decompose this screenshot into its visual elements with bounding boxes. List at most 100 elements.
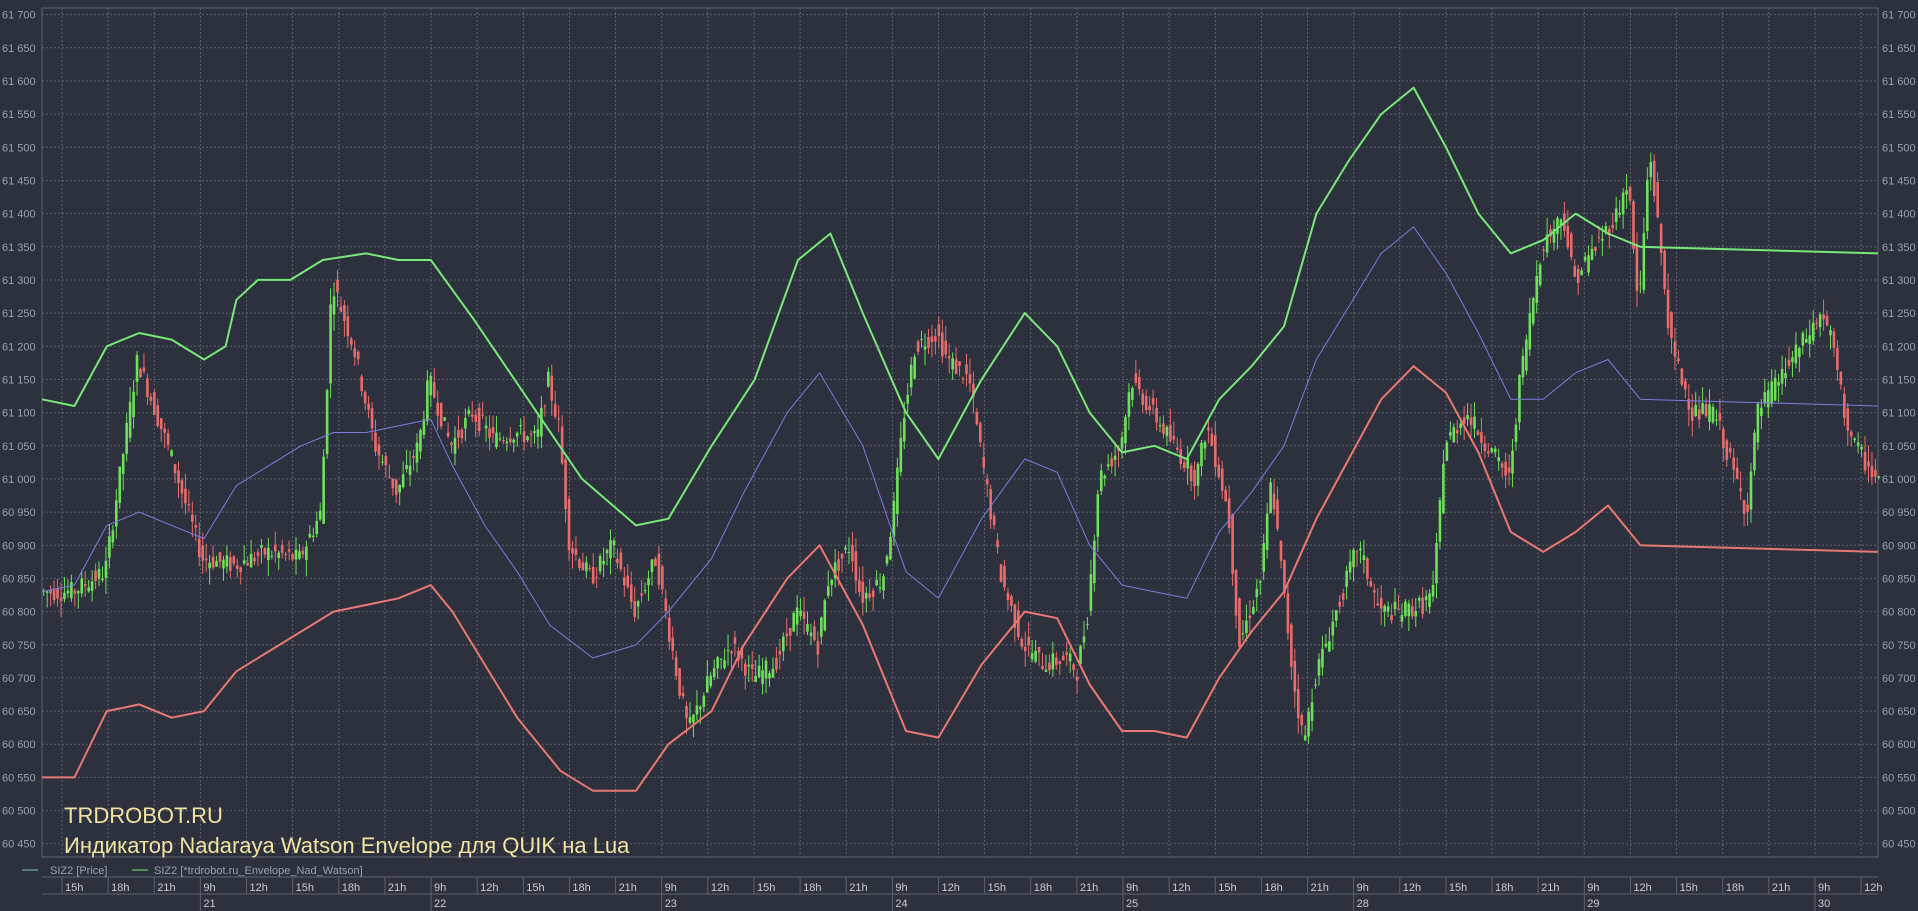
candle-down bbox=[142, 367, 146, 372]
candle-down bbox=[813, 626, 816, 641]
y-tick-left: 60 850 bbox=[2, 573, 36, 585]
candle-down bbox=[1372, 590, 1376, 593]
candle-down bbox=[1666, 289, 1670, 328]
candle-down bbox=[1341, 593, 1345, 600]
candle-up bbox=[1328, 641, 1331, 652]
bands-layer bbox=[41, 86, 1879, 792]
candle-down bbox=[391, 478, 395, 489]
y-tick-right: 60 800 bbox=[1882, 607, 1916, 619]
candle-down bbox=[550, 375, 554, 401]
day-label: 21 bbox=[203, 898, 215, 910]
candle-up bbox=[87, 587, 90, 592]
candle-up bbox=[1051, 653, 1055, 670]
candle-up bbox=[315, 520, 319, 534]
candle-down bbox=[619, 552, 623, 570]
candle-up bbox=[118, 466, 122, 503]
candle-up bbox=[878, 587, 882, 589]
candle-up bbox=[1442, 463, 1445, 514]
candle-up bbox=[115, 500, 118, 527]
candle-up bbox=[70, 582, 73, 599]
candle-up bbox=[1521, 356, 1525, 378]
candle-down bbox=[1846, 408, 1850, 431]
candle-up bbox=[1552, 228, 1556, 243]
y-tick-right: 60 450 bbox=[1882, 839, 1916, 851]
candle-down bbox=[350, 338, 353, 345]
candle-up bbox=[242, 560, 246, 564]
candles-layer bbox=[42, 152, 1881, 744]
candle-up bbox=[1417, 597, 1421, 601]
candle-down bbox=[934, 336, 937, 342]
hour-label: 15h bbox=[1218, 882, 1236, 894]
candle-down bbox=[1573, 265, 1577, 277]
day-label: 24 bbox=[895, 898, 907, 910]
candle-down bbox=[1684, 380, 1687, 390]
day-label: 22 bbox=[434, 898, 446, 910]
candle-up bbox=[906, 394, 910, 404]
candle-up bbox=[90, 581, 94, 591]
candle-up bbox=[1386, 606, 1390, 612]
band-lower-line bbox=[42, 365, 1879, 792]
candle-down bbox=[591, 567, 595, 584]
candle-up bbox=[830, 579, 833, 586]
candle-down bbox=[457, 430, 460, 438]
candle-down bbox=[52, 588, 56, 601]
candle-down bbox=[1061, 655, 1065, 661]
candle-up bbox=[419, 429, 422, 452]
legend-label-price: SIZ2 [Price] bbox=[50, 865, 107, 877]
candle-down bbox=[633, 600, 637, 617]
y-tick-left: 60 650 bbox=[2, 706, 36, 718]
hour-label: 9h bbox=[1587, 882, 1599, 894]
hour-label: 18h bbox=[1726, 882, 1744, 894]
y-tick-left: 60 900 bbox=[2, 540, 36, 552]
candle-up bbox=[1393, 601, 1397, 610]
y-tick-left: 61 400 bbox=[2, 209, 36, 221]
y-tick-left: 60 550 bbox=[2, 772, 36, 784]
candle-up bbox=[426, 380, 429, 422]
candle-down bbox=[1234, 570, 1238, 616]
candle-up bbox=[647, 578, 650, 586]
hour-label: 9h bbox=[1818, 882, 1830, 894]
candle-down bbox=[377, 444, 381, 456]
candle-up bbox=[909, 364, 913, 388]
y-tick-right: 60 550 bbox=[1882, 772, 1916, 784]
candle-up bbox=[692, 714, 695, 723]
watermark-line2: Индикатор Nadaraya Watson Envelope для Q… bbox=[64, 833, 630, 858]
candle-up bbox=[1252, 607, 1255, 614]
candle-down bbox=[83, 584, 87, 586]
y-tick-left: 61 250 bbox=[2, 308, 36, 320]
candle-down bbox=[1663, 251, 1666, 290]
candle-up bbox=[260, 545, 263, 548]
candle-up bbox=[1525, 339, 1528, 371]
candle-down bbox=[191, 514, 194, 522]
candle-up bbox=[847, 551, 851, 553]
candle-down bbox=[1286, 593, 1290, 634]
candle-down bbox=[1169, 425, 1172, 441]
candle-down bbox=[1369, 581, 1373, 587]
candle-down bbox=[1787, 359, 1791, 366]
candle-up bbox=[132, 391, 135, 418]
candle-down bbox=[930, 336, 934, 343]
candle-down bbox=[916, 341, 920, 352]
candle-down bbox=[788, 627, 792, 636]
candle-up bbox=[1701, 403, 1704, 414]
candle-up bbox=[1877, 476, 1881, 478]
candle-up bbox=[1556, 217, 1559, 235]
candle-up bbox=[104, 560, 108, 578]
candle-up bbox=[1804, 339, 1808, 343]
candle-down bbox=[1680, 368, 1684, 385]
candle-down bbox=[1110, 458, 1113, 467]
candle-up bbox=[716, 657, 719, 669]
candle-down bbox=[1476, 431, 1480, 435]
candle-down bbox=[370, 408, 374, 429]
candle-down bbox=[1182, 462, 1186, 468]
candle-up bbox=[1303, 735, 1307, 741]
candle-up bbox=[422, 419, 426, 435]
candle-down bbox=[961, 378, 965, 380]
candle-down bbox=[1628, 186, 1632, 201]
candle-up bbox=[1694, 404, 1697, 417]
y-tick-left: 61 300 bbox=[2, 275, 36, 287]
candle-down bbox=[1867, 461, 1870, 467]
candle-down bbox=[159, 418, 163, 430]
